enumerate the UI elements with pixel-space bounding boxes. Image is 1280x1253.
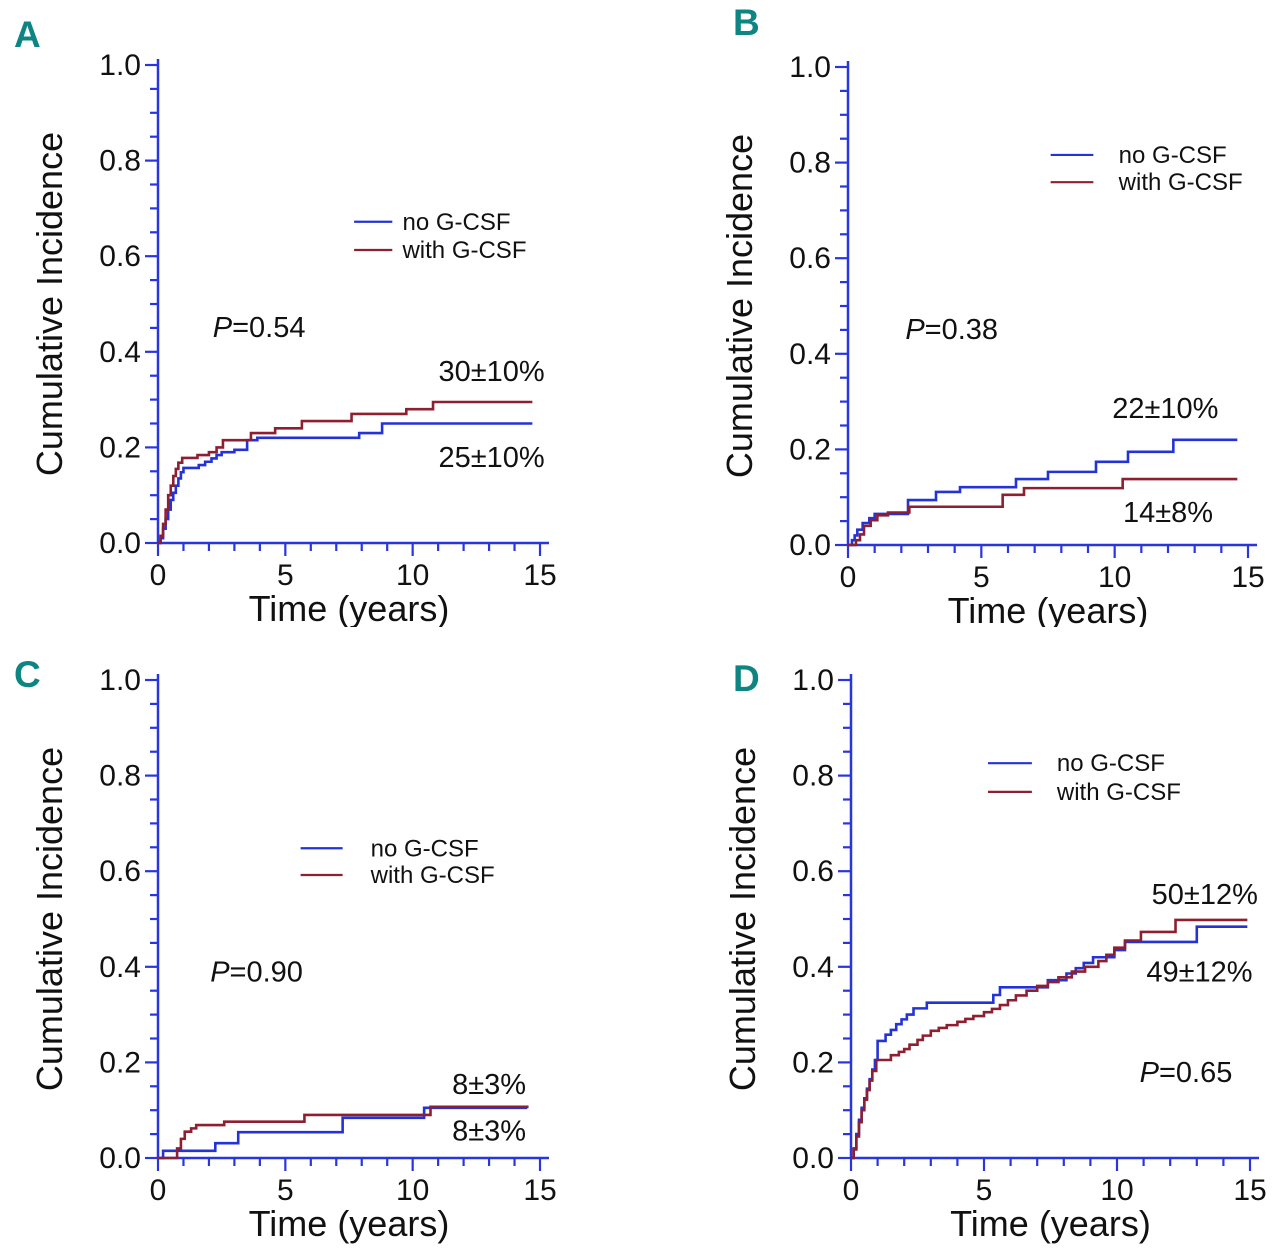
y-tick-label: 0.0 [99,527,141,560]
curve-with-gcsf [848,477,1238,547]
legend-label: with G-CSF [1118,169,1243,196]
p-value-label: P=0.38 [905,314,998,346]
p-value-label: P=0.65 [1140,1057,1233,1089]
legend-label: with G-CSF [401,237,526,264]
y-tick-label: 1.0 [99,664,141,697]
panel-c-chart: 0 5 10 15 0.0 0.2 0.4 0.6 0.8 1.0 Time (years) Cumu… [29,664,557,1244]
y-tick-label: 0.8 [99,760,141,793]
legend-label: no G-CSF [1119,142,1227,169]
final-value-label: 25±10% [439,442,545,474]
final-value-label: 22±10% [1112,393,1218,425]
x-tick-label: 0 [843,1174,860,1207]
y-tick-label: 0.4 [789,338,831,371]
panel-a-chart: 0 5 10 15 0.0 0.2 0.4 0.6 0.8 1.0 Time (years) Cumu… [29,49,557,627]
y-axis-title: Cumulative Incidence [29,747,70,1091]
y-tick-label: 1.0 [792,664,834,697]
y-tick-label: 0.8 [99,145,141,178]
legend-label: no G-CSF [1057,750,1165,777]
panel-letter-a: A [14,14,41,55]
y-tick-label: 0.2 [99,431,141,464]
x-tick-label: 10 [1098,561,1131,594]
final-value-label: 8±3% [452,1069,526,1101]
p-value-label: P=0.54 [213,312,306,344]
y-tick-label: 0.8 [789,147,831,180]
y-tick-label: 0.2 [99,1046,141,1079]
y-tick-label: 0.4 [99,336,141,369]
legend-label: no G-CSF [402,209,510,236]
y-axis-title: Cumulative Incidence [719,134,760,478]
x-tick-label: 0 [150,1174,167,1207]
panel-letter-c: C [14,654,41,695]
y-axis-title: Cumulative Incidence [722,747,763,1091]
legend-label: with G-CSF [370,862,495,889]
curve-with-gcsf [158,400,533,545]
x-tick-label: 5 [976,1174,993,1207]
y-tick-label: 0.4 [99,951,141,984]
y-tick-label: 0.6 [99,855,141,888]
x-tick-label: 15 [1233,1174,1266,1207]
x-tick-label: 10 [396,559,429,592]
p-value-label: P=0.90 [210,957,303,989]
x-axis-title: Time (years) [950,1203,1151,1244]
panel-b-chart: 0 5 10 15 0.0 0.2 0.4 0.6 0.8 1.0 Time (years) Cumu… [719,51,1265,627]
y-tick-label: 0.4 [792,951,834,984]
legend-label: no G-CSF [371,835,479,862]
y-tick-label: 0.6 [789,242,831,275]
final-value-label: 14±8% [1123,497,1213,529]
y-tick-label: 1.0 [99,49,141,82]
legend-label: with G-CSF [1056,779,1181,806]
x-axis-title: Time (years) [249,1203,450,1244]
y-tick-label: 1.0 [789,51,831,84]
y-tick-label: 0.6 [792,855,834,888]
x-tick-label: 0 [840,561,857,594]
x-tick-label: 10 [1100,1174,1133,1207]
final-value-label: 50±12% [1152,879,1258,911]
final-value-label: 8±3% [452,1115,526,1147]
y-axis-title: Cumulative Incidence [29,132,70,476]
y-tick-label: 0.0 [789,529,831,562]
x-axis-title: Time (years) [948,590,1149,627]
y-tick-label: 0.0 [99,1142,141,1175]
y-tick-label: 0.8 [792,760,834,793]
y-tick-label: 0.2 [789,433,831,466]
curve-with-gcsf [158,1105,529,1160]
x-tick-label: 15 [1231,561,1264,594]
x-tick-label: 15 [523,1174,556,1207]
x-tick-label: 0 [150,559,167,592]
x-tick-label: 5 [277,559,294,592]
y-tick-label: 0.2 [792,1046,834,1079]
panel-d-chart: 0 5 10 15 0.0 0.2 0.4 0.6 0.8 1.0 Time (years) Cumu… [722,664,1267,1244]
curve-with-gcsf [851,918,1248,1160]
curve-no-gcsf [848,438,1238,547]
x-axis-title: Time (years) [249,588,450,627]
final-value-label: 49±12% [1146,957,1252,989]
y-tick-label: 0.6 [99,240,141,273]
final-value-label: 30±10% [439,356,545,388]
x-tick-label: 5 [973,561,990,594]
panel-letter-b: B [733,2,760,43]
x-tick-label: 15 [523,559,556,592]
panel-letter-d: D [733,658,760,699]
y-tick-label: 0.0 [792,1142,834,1175]
x-tick-label: 5 [277,1174,294,1207]
x-tick-label: 10 [396,1174,429,1207]
